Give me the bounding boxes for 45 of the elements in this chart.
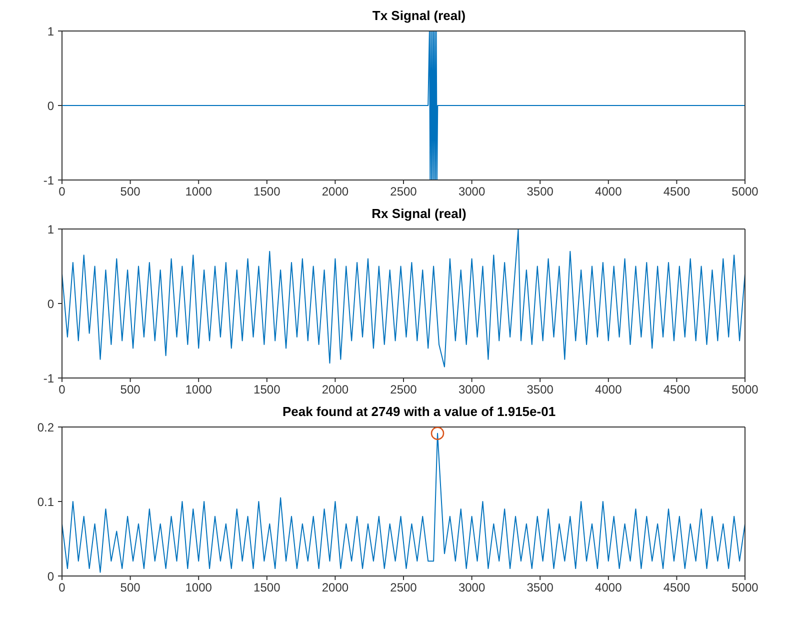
x-tick-label: 3500 <box>526 580 554 595</box>
x-tick-label: 1500 <box>254 580 281 595</box>
chart-title: Tx Signal (real) <box>371 8 467 24</box>
x-tick-label: 4500 <box>663 184 690 199</box>
x-tick-label: 2500 <box>390 184 418 199</box>
x-tick-label: 1000 <box>185 580 212 595</box>
x-tick-label: 4500 <box>663 382 690 397</box>
x-tick-label: 500 <box>120 382 141 397</box>
x-tick-label: 0 <box>58 580 66 595</box>
x-tick-label: 3500 <box>526 382 554 397</box>
x-tick-label: 2000 <box>322 382 349 397</box>
x-tick-label: 5000 <box>732 382 759 397</box>
y-tick-label: 0.2 <box>37 420 54 434</box>
y-tick-label: 0.1 <box>37 494 54 509</box>
y-tick-label: 0 <box>47 296 54 311</box>
x-tick-label: 3000 <box>458 580 486 595</box>
y-tick-label: -1 <box>43 371 54 386</box>
x-tick-label: 3000 <box>458 184 486 199</box>
chart-title: Rx Signal (real) <box>370 206 468 222</box>
x-tick-label: 1000 <box>185 382 212 397</box>
x-tick-label: 4500 <box>663 580 690 595</box>
x-tick-label: 1500 <box>254 184 281 199</box>
x-tick-label: 500 <box>120 184 141 199</box>
x-tick-label: 2000 <box>322 184 349 199</box>
x-tick-label: 5000 <box>732 184 759 199</box>
y-tick-label: 0 <box>47 569 54 584</box>
x-tick-label: 1000 <box>185 184 212 199</box>
x-tick-label: 1500 <box>254 382 281 397</box>
x-tick-label: 2000 <box>322 580 349 595</box>
x-tick-label: 0 <box>58 184 66 199</box>
x-tick-label: 4000 <box>595 580 622 595</box>
x-tick-label: 4000 <box>595 382 622 397</box>
chart-title: Peak found at 2749 with a value of 1.915e-01 <box>281 404 557 420</box>
x-tick-label: 5000 <box>732 580 759 595</box>
x-tick-label: 500 <box>120 580 141 595</box>
y-tick-label: -1 <box>43 173 54 188</box>
y-tick-label: 1 <box>47 24 54 38</box>
y-tick-label: 1 <box>47 222 54 236</box>
y-tick-label: 0 <box>47 98 54 113</box>
x-tick-label: 2500 <box>390 382 418 397</box>
x-tick-label: 0 <box>58 382 66 397</box>
x-tick-label: 4000 <box>595 184 622 199</box>
x-tick-label: 3000 <box>458 382 486 397</box>
x-tick-label: 3500 <box>526 184 554 199</box>
x-tick-label: 2500 <box>390 580 418 595</box>
